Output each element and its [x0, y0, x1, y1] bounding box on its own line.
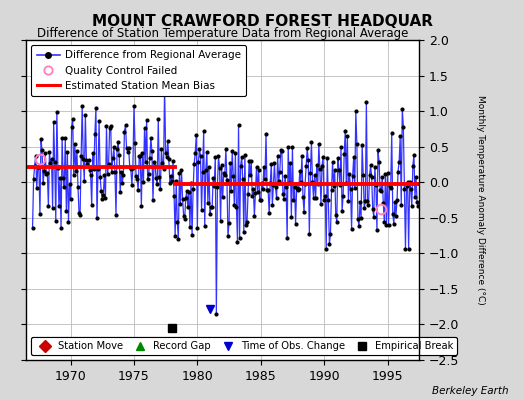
Legend: Station Move, Record Gap, Time of Obs. Change, Empirical Break: Station Move, Record Gap, Time of Obs. C… [31, 337, 457, 355]
Text: Berkeley Earth: Berkeley Earth [432, 386, 508, 396]
Title: Difference of Station Temperature Data from Regional Average: Difference of Station Temperature Data f… [37, 27, 408, 40]
Y-axis label: Monthly Temperature Anomaly Difference (°C): Monthly Temperature Anomaly Difference (… [476, 95, 485, 305]
Text: MOUNT CRAWFORD FOREST HEADQUAR: MOUNT CRAWFORD FOREST HEADQUAR [92, 14, 432, 29]
